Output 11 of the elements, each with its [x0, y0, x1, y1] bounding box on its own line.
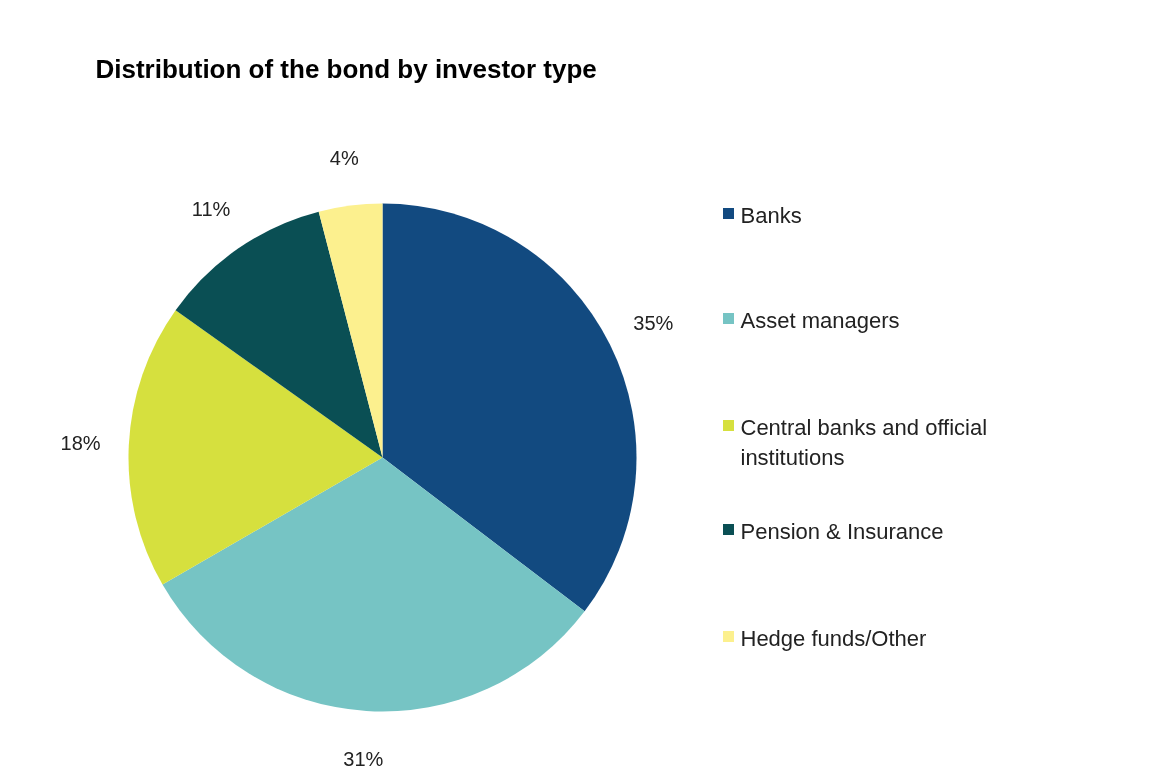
legend-label: Asset managers: [740, 307, 900, 333]
data-label: 11%: [191, 197, 231, 220]
data-label: 18%: [60, 432, 101, 455]
legend-label: Hedge funds/Other: [740, 625, 927, 651]
data-label: 4%: [329, 146, 359, 169]
legend-label: Banks: [740, 202, 802, 228]
legend-label: Pension & Insurance: [740, 518, 944, 544]
chart-title: Distribution of the bond by investor type: [95, 53, 597, 84]
legend-label: Central banks and official institutions: [740, 414, 988, 470]
data-label: 35%: [633, 312, 674, 335]
data-label: 31%: [343, 748, 384, 771]
